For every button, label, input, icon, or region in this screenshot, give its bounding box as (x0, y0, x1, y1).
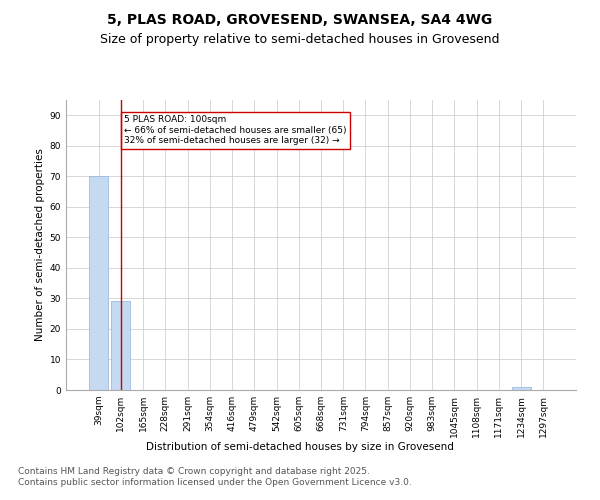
Text: 5, PLAS ROAD, GROVESEND, SWANSEA, SA4 4WG: 5, PLAS ROAD, GROVESEND, SWANSEA, SA4 4W… (107, 12, 493, 26)
Y-axis label: Number of semi-detached properties: Number of semi-detached properties (35, 148, 46, 342)
Bar (512, 387, 530, 390)
Bar (112, 302, 130, 390)
Text: 5 PLAS ROAD: 100sqm
← 66% of semi-detached houses are smaller (65)
32% of semi-d: 5 PLAS ROAD: 100sqm ← 66% of semi-detach… (124, 116, 347, 145)
Text: Size of property relative to semi-detached houses in Grovesend: Size of property relative to semi-detach… (100, 32, 500, 46)
Text: Contains HM Land Registry data © Crown copyright and database right 2025.
Contai: Contains HM Land Registry data © Crown c… (18, 468, 412, 487)
Bar (89, 176, 108, 390)
Text: Distribution of semi-detached houses by size in Grovesend: Distribution of semi-detached houses by … (146, 442, 454, 452)
